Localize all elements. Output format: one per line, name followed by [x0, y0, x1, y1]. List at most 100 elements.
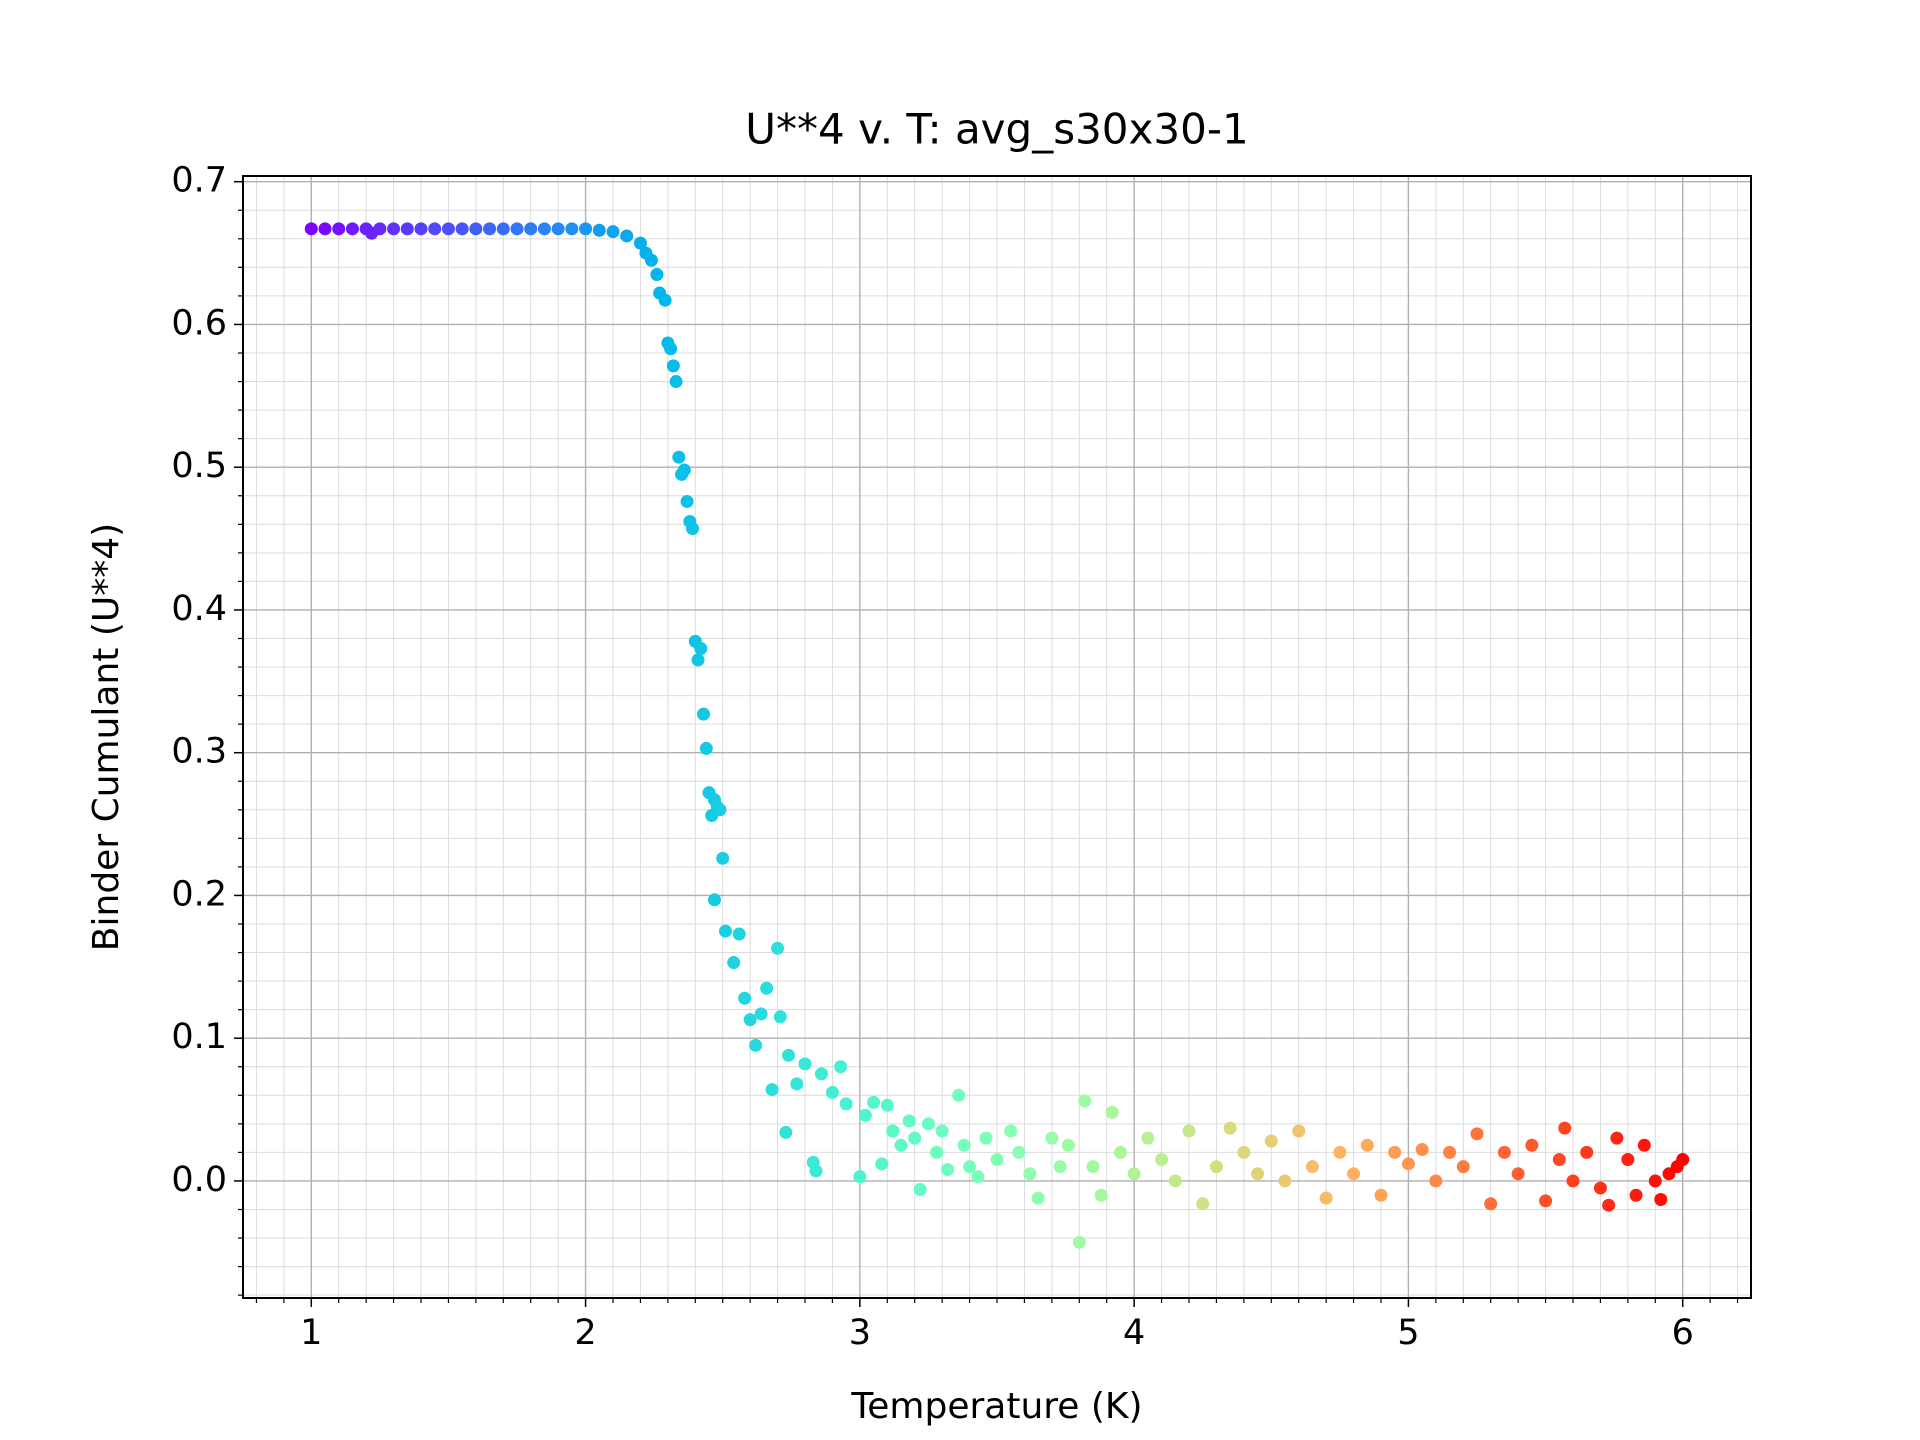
point: [727, 956, 741, 970]
point: [1580, 1145, 1594, 1159]
point: [551, 222, 565, 236]
x-tick-label: 2: [574, 1313, 596, 1353]
point: [644, 253, 658, 267]
point: [886, 1124, 900, 1138]
point: [952, 1088, 966, 1102]
point: [880, 1098, 894, 1112]
y-tick-label: 0.0: [171, 1160, 227, 1200]
point: [1539, 1194, 1553, 1208]
point: [1223, 1121, 1237, 1135]
point: [686, 522, 700, 536]
point: [782, 1048, 796, 1062]
point: [1558, 1121, 1572, 1135]
point: [1045, 1131, 1059, 1145]
point: [825, 1085, 839, 1099]
point: [990, 1153, 1004, 1167]
point: [1053, 1160, 1067, 1174]
y-tick-label: 0.4: [171, 589, 227, 629]
point: [1209, 1160, 1223, 1174]
point: [1484, 1197, 1498, 1211]
chart-title: U**4 v. T: avg_s30x30-1: [745, 105, 1248, 154]
point: [858, 1108, 872, 1122]
point: [606, 225, 620, 239]
point: [935, 1124, 949, 1138]
point: [1552, 1153, 1566, 1167]
point: [743, 1013, 757, 1027]
plot-frame: [242, 175, 1752, 1299]
point: [1072, 1235, 1086, 1249]
point: [765, 1083, 779, 1097]
point: [957, 1138, 971, 1152]
point: [1637, 1138, 1651, 1152]
point: [510, 222, 524, 236]
point: [1078, 1094, 1092, 1108]
point: [1086, 1160, 1100, 1174]
point: [1094, 1188, 1108, 1202]
point: [790, 1077, 804, 1091]
point: [697, 707, 711, 721]
x-tick-label: 1: [300, 1313, 322, 1353]
point: [798, 1057, 812, 1071]
point: [1415, 1143, 1429, 1157]
point: [1305, 1160, 1319, 1174]
point: [809, 1164, 823, 1178]
point: [732, 927, 746, 941]
point: [1237, 1145, 1251, 1159]
point: [963, 1160, 977, 1174]
point: [908, 1131, 922, 1145]
point: [680, 494, 694, 508]
point: [867, 1095, 881, 1109]
point: [524, 222, 538, 236]
point: [387, 222, 401, 236]
point: [814, 1067, 828, 1081]
y-tick-label: 0.5: [171, 446, 227, 486]
point: [853, 1170, 867, 1184]
point: [1593, 1181, 1607, 1195]
point: [428, 222, 442, 236]
point: [760, 981, 774, 995]
point: [707, 893, 721, 907]
point: [1278, 1174, 1292, 1188]
point: [1566, 1174, 1580, 1188]
point: [1525, 1138, 1539, 1152]
point: [839, 1097, 853, 1111]
point: [318, 222, 332, 236]
point: [1443, 1145, 1457, 1159]
point: [677, 463, 691, 477]
point: [345, 222, 359, 236]
point: [1127, 1167, 1141, 1181]
point: [1155, 1153, 1169, 1167]
point: [894, 1138, 908, 1152]
point: [1388, 1145, 1402, 1159]
point: [441, 222, 455, 236]
point: [496, 222, 510, 236]
point: [1105, 1105, 1119, 1119]
point: [1333, 1145, 1347, 1159]
point: [1621, 1153, 1635, 1167]
point: [749, 1038, 763, 1052]
point: [930, 1145, 944, 1159]
point: [1182, 1124, 1196, 1138]
point: [1360, 1138, 1374, 1152]
point: [565, 222, 579, 236]
point: [1168, 1174, 1182, 1188]
point: [1023, 1167, 1037, 1181]
point: [779, 1125, 793, 1139]
point: [669, 375, 683, 389]
point: [1602, 1198, 1616, 1212]
point: [1456, 1160, 1470, 1174]
point: [1319, 1191, 1333, 1205]
point: [414, 222, 428, 236]
point: [921, 1117, 935, 1131]
point: [1347, 1167, 1361, 1181]
point: [699, 741, 713, 755]
point: [902, 1114, 916, 1128]
y-tick-label: 0.6: [171, 303, 227, 343]
point: [483, 222, 497, 236]
point: [979, 1131, 993, 1145]
point: [1511, 1167, 1525, 1181]
point: [1610, 1131, 1624, 1145]
